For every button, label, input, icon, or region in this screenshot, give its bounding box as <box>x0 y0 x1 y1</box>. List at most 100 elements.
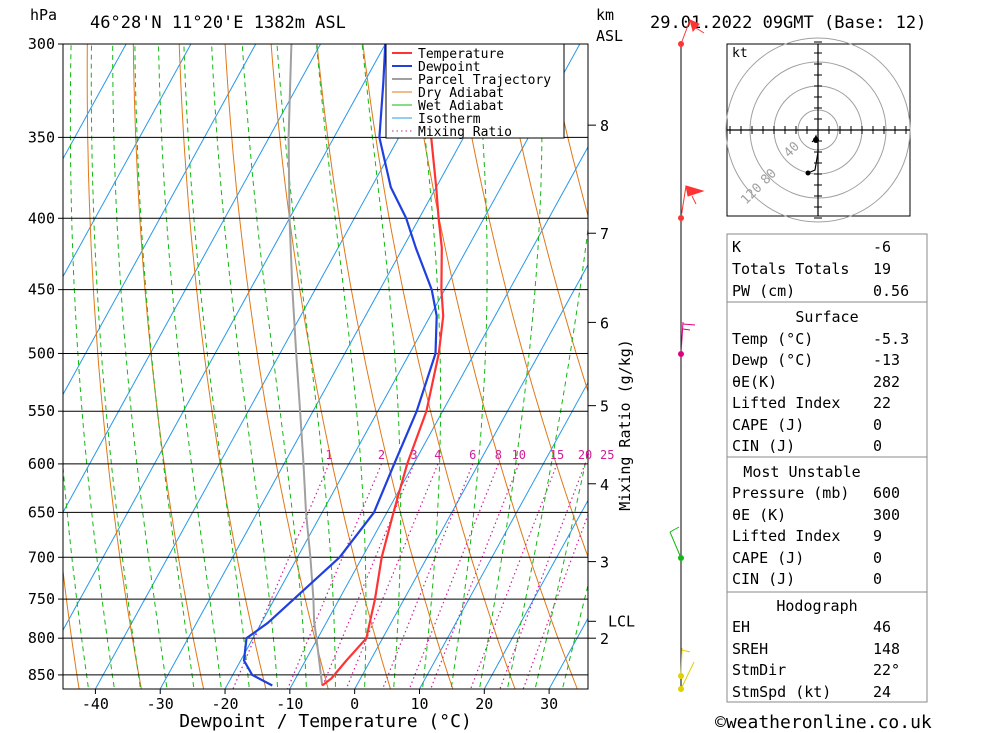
wet-adiabat-line <box>506 225 588 689</box>
hodo-eh-label: EH <box>732 618 750 636</box>
pressure-tick-label: 450 <box>28 281 55 299</box>
mixing-ratio-line <box>286 463 383 689</box>
mixing-ratio-label: 25 <box>600 448 614 462</box>
isotherm-line <box>63 44 386 632</box>
copyright-link[interactable]: ©weatheronline.co.uk <box>715 712 932 733</box>
unstable-title: Most Unstable <box>743 463 860 481</box>
hodo-stmdir-value: 22° <box>873 661 900 679</box>
wet-adiabat-line <box>183 44 250 689</box>
plot-frame <box>62 43 589 690</box>
wind-barb-column <box>669 19 705 692</box>
hodo-stats-box <box>726 591 928 703</box>
isotherm-line <box>418 381 588 689</box>
wet-adiabat-line <box>134 44 195 689</box>
surface-temp-value: -5.3 <box>873 330 909 348</box>
hodo-eh-value: 46 <box>873 618 891 636</box>
wet-adiabat-line <box>561 583 588 689</box>
mixing-ratio-line <box>408 463 499 689</box>
hodo-stats-title: Hodograph <box>776 597 857 615</box>
wet-adiabat-line <box>534 448 588 689</box>
mixing-ratio-label: 1 <box>325 448 332 462</box>
hodo-stmdir-label: StmDir <box>732 661 786 679</box>
mixing-ratio-label: 10 <box>512 448 526 462</box>
wet-adiabat-line <box>112 44 168 689</box>
unstable-cape-value: 0 <box>873 549 882 567</box>
pressure-tick-label: 500 <box>28 344 55 362</box>
unstable-thetae-label: θE (K) <box>732 506 786 524</box>
unstable-pressure-label: Pressure (mb) <box>732 484 849 502</box>
hodo-sreh-label: SREH <box>732 640 768 658</box>
x-axis-title: Dewpoint / Temperature (°C) <box>179 711 472 732</box>
unstable-cin-label: CIN (J) <box>732 570 795 588</box>
temp-tick-label: 20 <box>475 695 493 713</box>
storm-motion-marker <box>813 137 819 143</box>
hodo-sreh-value: 148 <box>873 640 900 658</box>
hodo-stmspd-label: StmSpd (kt) <box>732 683 831 701</box>
dry-adiabat-line <box>86 44 142 689</box>
unstable-li-value: 9 <box>873 527 882 545</box>
legend-dewpoint: Dewpoint <box>418 60 481 75</box>
wind-barb-700 <box>669 526 684 561</box>
km-tick-label: 5 <box>600 398 609 416</box>
surface-box <box>726 301 928 458</box>
wind-barb-850 <box>678 647 695 692</box>
temp-tick-label: 0 <box>350 695 359 713</box>
wind-barb-500 <box>678 321 696 357</box>
pressure-tick-label: 700 <box>28 548 55 566</box>
mixing-ratio-label: 15 <box>550 448 564 462</box>
unstable-box <box>726 456 928 593</box>
hodograph: kt 40 80 120 <box>725 37 911 223</box>
isotherm-line <box>63 44 257 396</box>
pressure-tick-label: 400 <box>28 209 55 227</box>
temp-tick-label: -10 <box>276 695 303 713</box>
dry-adiabat-line <box>270 44 392 689</box>
isotherm-line <box>483 499 588 689</box>
wind-barb-400 <box>678 185 705 221</box>
pressure-tick-label: 300 <box>28 35 55 53</box>
index-tt-value: 19 <box>873 260 891 278</box>
mixing-ratio-label: 3 <box>410 448 417 462</box>
dry-adiabat-line <box>546 44 588 218</box>
temp-tick-label: -30 <box>147 695 174 713</box>
mixing-ratio-label: 2 <box>378 448 385 462</box>
index-pw-value: 0.56 <box>873 282 909 300</box>
surface-thetae-label: θE(K) <box>732 373 777 391</box>
wet-adiabat-line <box>450 44 488 689</box>
index-k-label: K <box>732 238 741 256</box>
wet-adiabat-line <box>69 44 115 689</box>
mixing-ratio-line <box>499 463 586 689</box>
unstable-li-label: Lifted Index <box>732 527 840 545</box>
wet-adiabat-line <box>63 461 90 689</box>
surface-title: Surface <box>795 308 858 326</box>
pressure-tick-label: 750 <box>28 590 55 608</box>
mixing-ratio-line <box>232 463 330 689</box>
surface-cin-value: 0 <box>873 437 882 455</box>
pressure-tick-label: 800 <box>28 629 55 647</box>
isotherm-line <box>63 44 192 278</box>
surface-li-value: 22 <box>873 394 891 412</box>
wet-adiabat-line <box>211 44 279 689</box>
mixing-ratio-line <box>522 513 588 689</box>
temperature-line <box>321 44 445 687</box>
hodograph-trace-start <box>805 170 811 176</box>
dry-adiabat-line <box>0 24 18 696</box>
mixing-ratio-label: 4 <box>434 448 441 462</box>
dry-adiabat-line <box>224 44 329 689</box>
hodograph-grid <box>725 37 911 223</box>
km-unit-label: km <box>596 6 614 24</box>
background-lines <box>0 24 1000 696</box>
dry-adiabat-line <box>362 44 516 689</box>
mixing-ratio-line <box>469 463 558 689</box>
pressure-tick-label: 600 <box>28 455 55 473</box>
km-tick-label: 8 <box>600 117 609 135</box>
wet-adiabat-line <box>315 44 367 689</box>
surface-dewp-label: Dewp (°C) <box>732 351 813 369</box>
dry-adiabat-line <box>454 44 588 559</box>
axes: 300350400450500550600650700750800850-40-… <box>28 35 635 732</box>
wet-adiabat-line <box>90 44 142 689</box>
mixing-ratio-line <box>345 463 439 689</box>
unstable-cin-value: 0 <box>873 570 882 588</box>
datetime-label: 29.01.2022 09GMT (Base: 12) <box>650 13 926 33</box>
wet-adiabat-line <box>157 44 222 689</box>
dry-adiabat-line <box>952 24 1000 696</box>
